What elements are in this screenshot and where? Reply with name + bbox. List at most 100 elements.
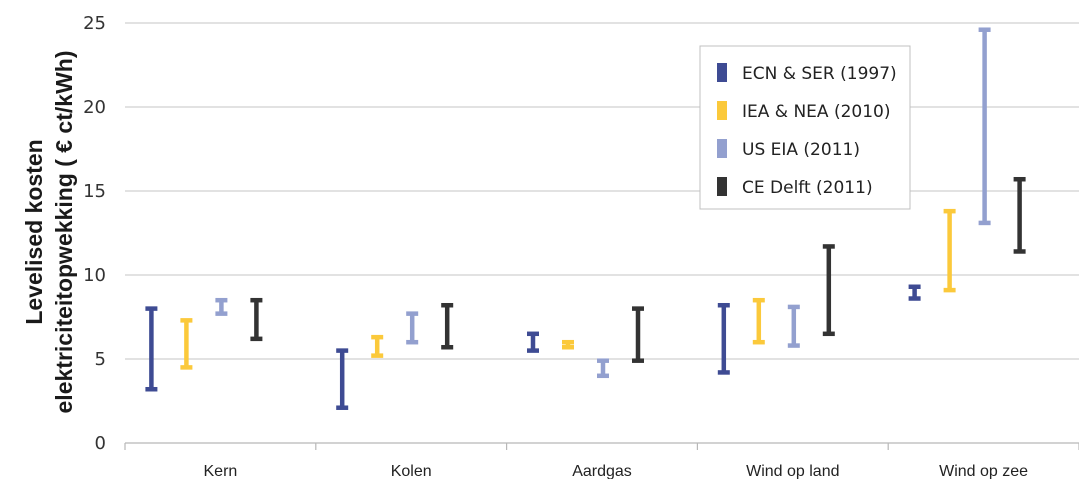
range-stem [721,305,727,373]
range-bar [215,297,228,316]
range-stem [600,360,606,376]
x-category-label: Kern [204,463,238,479]
range-stem [184,320,189,368]
range-cap-top [978,27,991,32]
range-bars [145,27,1026,410]
range-cap-top [406,311,419,316]
range-cap-bottom [752,339,765,345]
range-cap-bottom [908,296,921,301]
range-cap-top [752,297,765,303]
range-bar [406,311,419,345]
range-cap-top [562,339,574,345]
legend-box [699,45,911,210]
range-cap-bottom [406,339,419,345]
x-category-label: Aardgas [572,463,632,479]
legend-swatch [717,101,727,120]
range-cap-top [145,306,158,311]
range-cap-top [180,318,193,323]
range-cap-top [908,284,921,290]
range-stem [947,211,952,291]
range-cap-bottom [787,343,800,348]
legend-swatch [717,139,727,158]
y-tick-label: 15 [83,181,106,202]
y-tick-label: 0 [95,433,106,454]
range-bar [180,318,193,370]
range-cap-bottom [215,311,228,316]
range-cap-bottom [1013,249,1026,254]
legend-swatch [717,63,727,82]
range-cap-top [943,208,956,214]
range-cap-top [822,244,835,249]
range-bar [717,302,730,375]
range-cap-bottom [978,220,991,226]
y-axis-label-line-2: elektriciteitopwekking ( € ct/kWh) [51,51,77,414]
gridlines [125,22,1079,360]
range-bar [562,339,574,350]
range-bar [336,348,349,410]
x-category-label: Wind op zee [939,463,1028,479]
range-cap-bottom [145,386,158,392]
range-cap-bottom [180,365,193,370]
range-cap-bottom [527,348,539,353]
range-bar [145,306,158,392]
range-cap-bottom [371,353,384,358]
range-cap-bottom [717,370,730,375]
range-bar [527,331,539,353]
range-stem [565,342,571,348]
y-axis-label: Levelised kosten elektriciteitopwekking … [21,51,77,414]
range-cap-top [215,297,228,303]
legend-label: IEA & NEA (2010) [742,102,890,122]
y-tick-label: 10 [83,265,106,286]
legend-label: US EIA (2011) [742,140,860,160]
range-stem [756,300,762,343]
range-cap-top [250,297,263,303]
range-cap-bottom [562,344,574,350]
range-bar [752,297,765,345]
range-bar [978,27,991,226]
range-cap-top [787,304,800,310]
range-bar [597,358,609,379]
range-bar [250,297,263,342]
range-stem [982,29,987,223]
range-stem [254,300,259,339]
y-tick-label: 20 [83,97,106,118]
x-category-ticks: Kern Kolen Aardgas Wind op land Wind op zee [124,443,1079,479]
y-axis-label-line-1: Levelised kosten [21,139,47,324]
range-stem [912,286,917,299]
range-bar [908,284,921,301]
range-cap-bottom [943,287,956,293]
range-bar [632,306,644,363]
range-stem [374,337,380,356]
range-cap-bottom [597,373,609,379]
y-tick-labels: 0 5 10 15 20 25 [83,13,106,454]
range-cap-top [1013,176,1026,182]
range-cap-top [717,302,730,308]
range-bar [943,208,956,293]
range-stem [791,306,797,346]
range-cap-top [632,306,644,311]
range-stem [444,305,450,348]
range-bar [371,334,384,358]
range-bar [787,304,800,348]
range-cap-top [441,302,454,308]
range-stem [149,308,154,390]
range-stem [339,350,345,408]
legend-label: ECN & SER (1997) [742,64,897,84]
range-stem [635,308,641,361]
range-cap-top [597,358,609,363]
range-cap-bottom [822,331,835,337]
x-category-label: Kolen [391,463,432,479]
range-cap-bottom [441,344,454,350]
x-category-label: Wind op land [746,463,839,479]
legend-swatch [717,177,727,196]
range-stem [1017,179,1022,252]
range-stem [530,333,536,351]
range-bar [1013,176,1026,254]
range-bar [441,302,454,350]
range-cap-top [371,334,384,340]
y-tick-label: 5 [95,349,106,370]
range-bar [822,244,835,337]
range-stem [826,246,832,334]
legend: ECN & SER (1997) IEA & NEA (2010) US EIA (… [699,45,911,210]
